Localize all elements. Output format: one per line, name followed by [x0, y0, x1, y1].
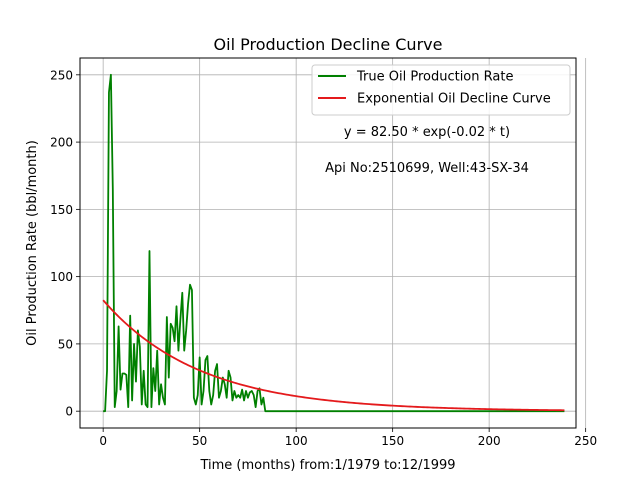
x-axis-label: Time (months) from:1/1979 to:12/1999 — [199, 458, 455, 473]
ticks: 0 50 100 150 200 250 0 50 100 150 200 250 — [50, 68, 597, 448]
equation-annotation: y = 82.50 * exp(-0.02 * t) — [344, 125, 510, 140]
grid — [80, 58, 587, 428]
y-axis-label: Oil Production Rate (bbl/month) — [25, 140, 40, 346]
y-tick-label: 0 — [65, 405, 73, 419]
x-tick-label: 250 — [574, 434, 597, 448]
series-exponential-decline-line — [102, 299, 565, 412]
y-tick-label: 200 — [50, 136, 73, 150]
legend-label-exponential: Exponential Oil Decline Curve — [357, 92, 551, 107]
well-annotation: Api No:2510699, Well:43-SX-34 — [325, 161, 529, 176]
series-layer — [102, 73, 565, 413]
x-tick-label: 100 — [285, 434, 308, 448]
legend: True Oil Production Rate Exponential Oil… — [311, 64, 571, 116]
series-true-oil-rate-line — [103, 73, 565, 413]
chart-title: Oil Production Decline Curve — [214, 35, 443, 54]
x-tick-label: 200 — [478, 434, 501, 448]
x-tick-label: 50 — [192, 434, 207, 448]
legend-label-true-rate: True Oil Production Rate — [356, 70, 513, 85]
y-tick-label: 250 — [50, 68, 73, 82]
y-tick-label: 150 — [50, 203, 73, 217]
x-tick-label: 0 — [99, 434, 107, 448]
x-tick-label: 150 — [381, 434, 404, 448]
y-tick-label: 100 — [50, 270, 73, 284]
plot-frame — [79, 57, 577, 429]
legend-box — [311, 64, 571, 116]
y-tick-label: 50 — [58, 337, 73, 351]
